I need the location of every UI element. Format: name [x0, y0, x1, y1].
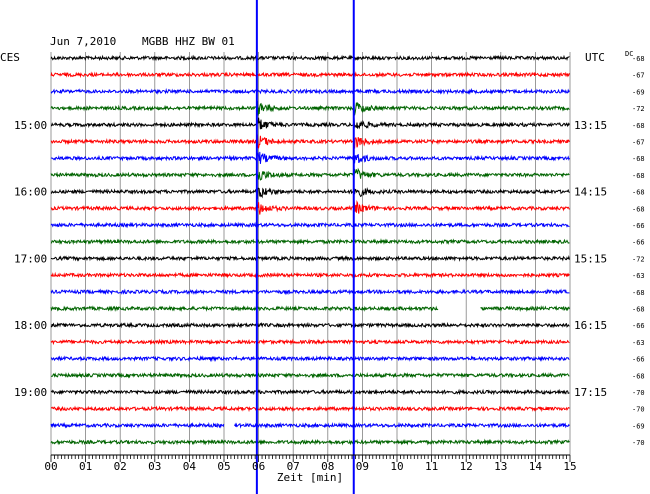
left-time-label: 16:00 — [14, 186, 47, 199]
trace-13 — [50, 271, 570, 279]
dc-offset-label: -68 — [632, 372, 645, 380]
trace-6 — [50, 151, 570, 164]
x-tick-label: 14 — [529, 460, 543, 473]
right-time-label: 16:15 — [574, 319, 607, 332]
x-tick-label: 11 — [425, 460, 438, 473]
x-axis: 00 01 02 03 04 05 06 07 08 09 10 11 12 13 14 15 — [44, 454, 577, 473]
x-tick-label: 10 — [390, 460, 403, 473]
dc-offset-label: -68 — [632, 189, 645, 197]
dc-offset-label: -68 — [632, 205, 645, 213]
seismic-traces — [50, 54, 570, 446]
trace-7 — [50, 167, 570, 181]
trace-11 — [50, 238, 570, 246]
x-tick-label: 15 — [563, 460, 576, 473]
trace-9 — [50, 199, 570, 215]
trace-8 — [50, 187, 570, 199]
dc-offset-label: -66 — [632, 356, 645, 364]
trace-12 — [50, 254, 570, 262]
trace-23 — [50, 438, 570, 446]
trace-17 — [50, 338, 570, 346]
dc-header-label: DC — [625, 50, 633, 58]
dc-offset-label: -66 — [632, 239, 645, 247]
trace-3 — [50, 100, 570, 116]
dc-offset-label: -72 — [632, 105, 645, 113]
event-markers — [255, 0, 355, 494]
right-time-label: 15:15 — [574, 252, 607, 265]
trace-2 — [50, 87, 570, 95]
dc-offset-label: -70 — [632, 439, 645, 447]
right-time-labels: 13:15 14:15 15:15 16:15 17:15 — [574, 119, 607, 399]
date-label: Jun 7,2010 — [50, 35, 116, 48]
trace-19 — [51, 371, 570, 379]
trace-0 — [50, 54, 570, 62]
trace-21 — [51, 405, 570, 413]
right-time-label: 14:15 — [574, 186, 607, 199]
trace-5 — [50, 134, 570, 149]
left-time-label: 15:00 — [14, 119, 47, 132]
trace-4 — [51, 117, 570, 130]
x-tick-label: 06 — [252, 460, 265, 473]
dc-offset-label: -66 — [632, 322, 645, 330]
trace-20 — [50, 388, 570, 396]
x-tick-label: 09 — [356, 460, 369, 473]
time-gridlines — [50, 52, 571, 455]
x-tick-label: 04 — [183, 460, 197, 473]
dc-offset-label: -68 — [632, 155, 645, 163]
x-tick-label: 00 — [44, 460, 57, 473]
x-tick-label: 03 — [148, 460, 161, 473]
left-time-labels: 15:00 16:00 17:00 18:00 19:00 — [14, 119, 47, 399]
dc-offset-label: -66 — [632, 222, 645, 230]
x-tick-label: 02 — [114, 460, 127, 473]
trace-16 — [50, 321, 570, 329]
x-tick-label: 08 — [321, 460, 334, 473]
dc-offset-label: -68 — [632, 55, 645, 63]
trace-22 — [50, 421, 570, 429]
x-tick-label: 07 — [287, 460, 300, 473]
x-tick-label: 05 — [217, 460, 230, 473]
trace-10 — [50, 221, 570, 229]
left-time-label: 19:00 — [14, 386, 47, 399]
dc-offset-label: -63 — [632, 339, 645, 347]
x-axis-title: Zeit [min] — [277, 471, 343, 484]
dc-offset-label: -69 — [632, 422, 645, 430]
left-time-label: 18:00 — [14, 319, 47, 332]
dc-offset-label: -72 — [632, 255, 645, 263]
trace-1 — [50, 71, 570, 79]
right-time-label: 17:15 — [574, 386, 607, 399]
x-tick-label: 13 — [494, 460, 507, 473]
dc-offset-label: -68 — [632, 306, 645, 314]
trace-14 — [50, 288, 570, 296]
dc-offset-label: -67 — [632, 72, 645, 80]
dc-offset-label: -68 — [632, 289, 645, 297]
dc-offset-label: -70 — [632, 406, 645, 414]
x-tick-label: 12 — [460, 460, 473, 473]
left-timezone-label: CES — [0, 51, 20, 64]
dc-offset-label: -70 — [632, 389, 645, 397]
dc-offset-label: -68 — [632, 172, 645, 180]
right-timezone-label: UTC — [585, 51, 605, 64]
dc-offset-label: -67 — [632, 139, 645, 147]
dc-offset-label: -68 — [632, 122, 645, 130]
dc-offset-labels: -68 -67 -69 -72 -68 -67 -68 -68 -68 -68 -66 -66 -72 -… — [632, 55, 645, 447]
left-time-label: 17:00 — [14, 252, 47, 265]
station-label: MGBB HHZ BW 01 — [142, 35, 235, 48]
trace-18 — [50, 355, 570, 363]
x-tick-label: 01 — [79, 460, 92, 473]
trace-15 — [50, 305, 570, 313]
right-time-label: 13:15 — [574, 119, 607, 132]
dc-offset-label: -69 — [632, 88, 645, 96]
dc-offset-label: -63 — [632, 272, 645, 280]
